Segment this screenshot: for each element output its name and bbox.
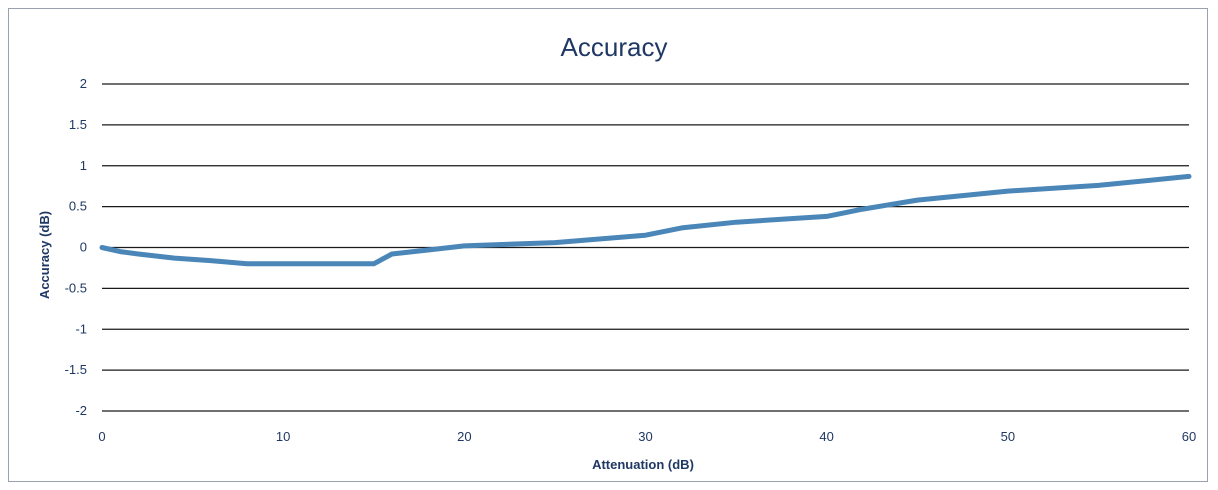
x-tick-label: 10 bbox=[276, 429, 290, 444]
chart-frame: Accuracy 2 1.5 1 0.5 0 -0.5 -1 -1.5 -2 0 10 20 30 40… bbox=[8, 8, 1208, 482]
y-tick-label: 1.5 bbox=[69, 117, 87, 132]
y-tick-label: -0.5 bbox=[65, 280, 87, 295]
y-tick-label: -2 bbox=[75, 403, 87, 418]
accuracy-chart: Accuracy 2 1.5 1 0.5 0 -0.5 -1 -1.5 -2 0 10 20 30 40… bbox=[37, 32, 1196, 472]
y-axis-label: Accuracy (dB) bbox=[37, 211, 52, 299]
y-tick-label: -1.5 bbox=[65, 362, 87, 377]
x-tick-label: 40 bbox=[819, 429, 833, 444]
chart-title: Accuracy bbox=[561, 32, 668, 62]
x-axis-label: Attenuation (dB) bbox=[592, 457, 694, 472]
x-tick-label: 20 bbox=[457, 429, 471, 444]
x-tick-label: 50 bbox=[1001, 429, 1015, 444]
x-tick-label: 0 bbox=[98, 429, 105, 444]
y-tick-label: 2 bbox=[80, 76, 87, 91]
y-tick-labels: 2 1.5 1 0.5 0 -0.5 -1 -1.5 -2 bbox=[65, 76, 87, 418]
x-tick-label: 30 bbox=[638, 429, 652, 444]
y-tick-label: -1 bbox=[75, 321, 87, 336]
y-tick-label: 0.5 bbox=[69, 199, 87, 214]
grid-lines bbox=[102, 83, 1189, 412]
x-tick-label: 60 bbox=[1182, 429, 1196, 444]
y-tick-label: 1 bbox=[80, 158, 87, 173]
x-tick-labels: 0 10 20 30 40 50 60 bbox=[98, 429, 1196, 444]
y-tick-label: 0 bbox=[80, 240, 87, 255]
accuracy-series-line bbox=[99, 173, 1192, 267]
